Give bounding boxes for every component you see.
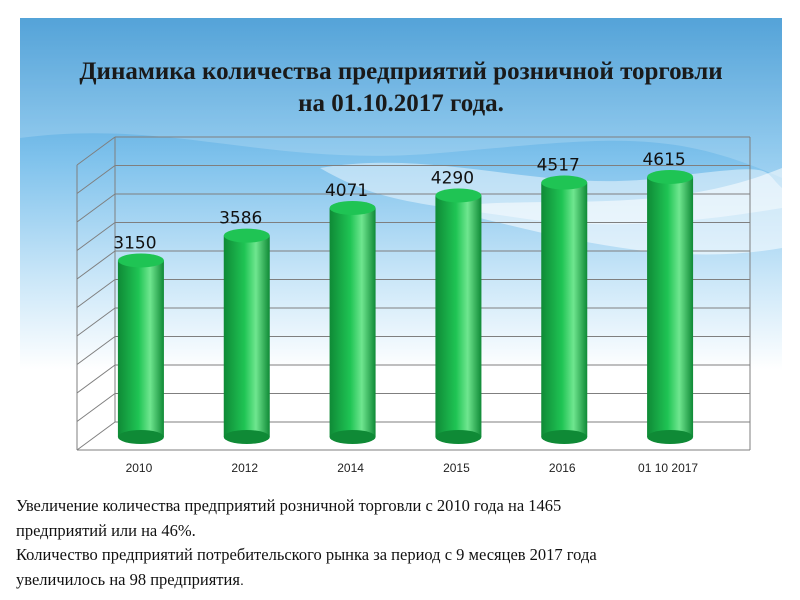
bar-base <box>223 430 270 444</box>
side-gridline <box>76 364 116 394</box>
data-label: 4071 <box>325 181 368 201</box>
bar <box>541 182 588 437</box>
caption-block: Увеличение количества предприятий рознич… <box>16 494 786 592</box>
bar <box>117 260 164 437</box>
title-line-2: на 01.10.2017 года. <box>298 90 504 117</box>
bar-base <box>541 430 588 444</box>
side-gridline <box>76 421 116 451</box>
bar-base <box>647 430 694 444</box>
bar <box>435 195 482 437</box>
x-tick-label: 2016 <box>549 461 576 475</box>
side-gridline <box>76 279 116 308</box>
data-label: 4517 <box>537 156 580 176</box>
bar <box>647 176 694 437</box>
bar-top <box>223 228 270 243</box>
x-tick-label: 2012 <box>231 461 258 475</box>
bar-base <box>435 430 482 444</box>
side-gridline <box>76 193 116 223</box>
x-tick-label: 2014 <box>337 461 364 475</box>
bar-top <box>329 200 376 215</box>
bar-top <box>647 169 694 184</box>
data-label: 3586 <box>219 209 262 229</box>
caption-line-2: предприятий или на 46%. <box>16 520 196 540</box>
side-gridline <box>76 136 116 166</box>
side-gridline <box>76 307 116 337</box>
bar-top <box>117 253 164 268</box>
bar-top <box>435 188 482 203</box>
bar <box>329 207 376 437</box>
caption-line-1: Увеличение количества предприятий рознич… <box>16 496 562 515</box>
side-gridline <box>76 336 116 365</box>
bar-base <box>117 430 164 444</box>
x-tick-label: 2015 <box>443 461 470 475</box>
x-tick-label: 2010 <box>126 461 153 475</box>
data-label: 4615 <box>642 150 685 170</box>
side-gridline <box>76 250 116 280</box>
bar <box>223 235 270 437</box>
side-gridline <box>76 393 116 422</box>
x-tick-label: 01 10 2017 <box>638 461 698 475</box>
caption-line-4-end: . <box>239 571 244 588</box>
caption-line-4: увеличилось на 98 предприятия. <box>16 568 786 593</box>
title-line-1: Динамика количества предприятий рознично… <box>79 58 723 85</box>
data-label: 4290 <box>431 168 474 188</box>
side-gridline <box>76 222 116 251</box>
side-gridline <box>76 165 116 194</box>
caption-line-3: Количество предприятий потребительского … <box>16 545 597 564</box>
bar-top <box>541 175 588 190</box>
bar-base <box>329 430 376 444</box>
data-label: 3150 <box>113 233 156 253</box>
slide-title: Динамика количества предприятий рознично… <box>20 56 782 120</box>
caption-line-4-main: увеличилось на 98 предприятия <box>16 569 240 589</box>
